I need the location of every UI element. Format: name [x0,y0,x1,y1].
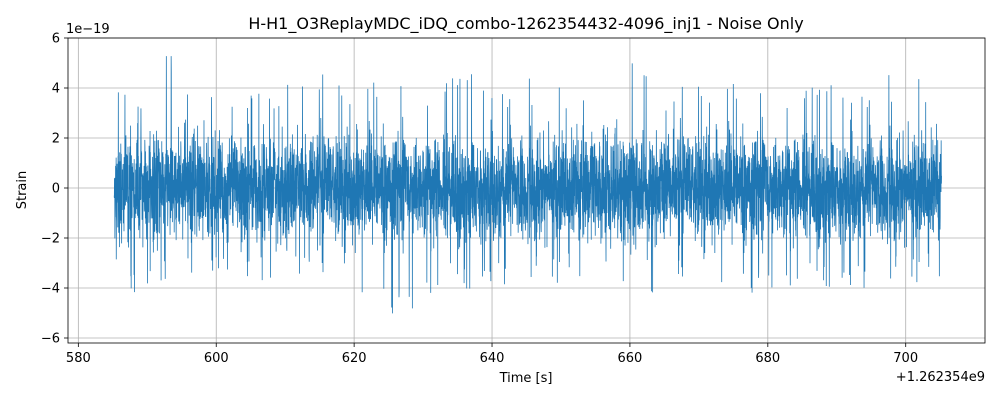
y-tick-label: 0 [52,182,60,197]
x-tick-label: 640 [480,351,505,366]
x-offset-label: +1.262354e9 [896,370,985,385]
axes-frame [67,37,986,344]
chart-title: H-H1_O3ReplayMDC_iDQ_combo-1262354432-40… [248,14,803,34]
y-axis-ticks: −6 −4 −2 0 2 4 6 [41,32,68,347]
x-tick-label: 600 [204,351,229,366]
x-tick-label: 680 [755,351,780,366]
y-tick-label: 6 [52,32,60,47]
plot-area [113,56,942,314]
x-tick-label: 620 [342,351,367,366]
y-scale-label: 1e−19 [66,22,110,37]
y-tick-label: 2 [52,132,60,147]
x-axis-ticks: 580 600 620 640 660 680 700 [66,343,918,366]
strain-series-line [113,56,942,314]
x-axis-label: Time [s] [499,371,553,386]
y-tick-label: −6 [41,332,60,347]
x-tick-label: 660 [618,351,643,366]
y-tick-label: 4 [52,82,60,97]
x-tick-label: 700 [893,351,918,366]
y-axis-label: Strain [15,171,30,210]
x-tick-label: 580 [66,351,91,366]
y-tick-label: −2 [41,232,60,247]
y-tick-label: −4 [41,282,60,297]
